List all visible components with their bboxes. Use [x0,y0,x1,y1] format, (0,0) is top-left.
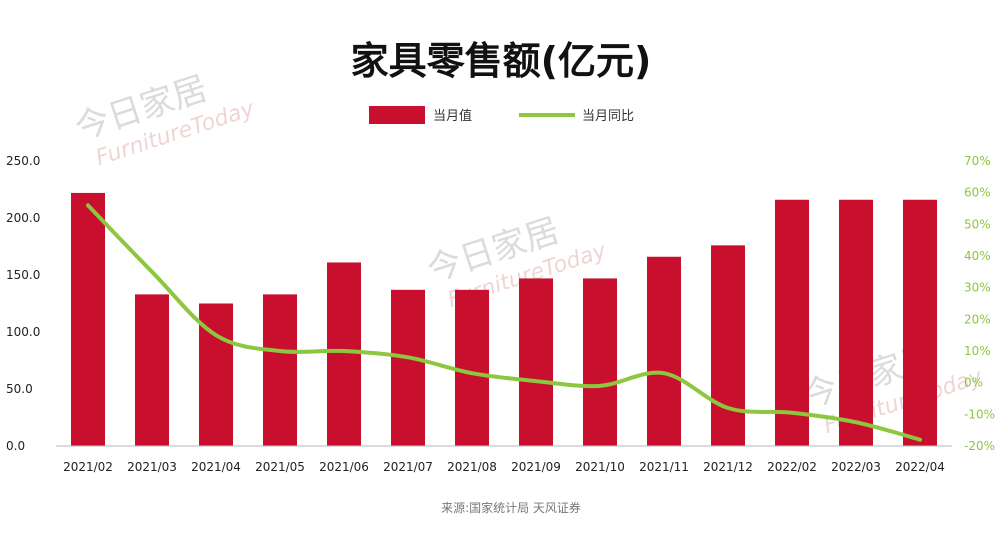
legend-label-bar: 当月值 [433,108,472,124]
y-left-tick-label: 0.0 [6,439,25,453]
y-right-tick-label: 0% [964,376,983,390]
bar [903,200,937,446]
y-right-tick-label: 10% [964,344,991,358]
y-left-tick-label: 100.0 [6,325,40,339]
bar [263,294,297,446]
bar [711,245,745,446]
x-tick-label: 2021/06 [319,460,369,474]
x-tick-label: 2021/04 [191,460,241,474]
y-right-tick-label: 60% [964,186,991,200]
y-right-tick-label: 70% [964,154,991,168]
bar [327,262,361,446]
y-right-tick-label: 40% [964,249,991,263]
x-tick-label: 2021/08 [447,460,497,474]
chart-title: 家具零售额(亿元) [351,39,652,83]
y-left-tick-label: 250.0 [6,154,40,168]
bar [839,200,873,446]
bar [647,257,681,446]
x-axis: 2021/02 2021/03 2021/04 2021/05 2021/06 2021/… [56,446,952,474]
x-tick-label: 2022/04 [895,460,945,474]
y-left-tick-label: 200.0 [6,211,40,225]
y-right-tick-label: -20% [964,439,995,453]
x-tick-label: 2021/09 [511,460,561,474]
bar [455,290,489,446]
x-tick-label: 2021/10 [575,460,625,474]
x-tick-label: 2021/05 [255,460,305,474]
bar [391,290,425,446]
source-note: 来源:国家统计局 天风证券 [441,500,581,515]
y-right-tick-label: 30% [964,281,991,295]
watermark-top-left: 今日家居 FurnitureToday [70,56,258,174]
legend-label-line: 当月同比 [582,109,634,124]
bar [583,278,617,446]
y-right-tick-label: -10% [964,407,995,421]
watermark-bottom-right: 今日家居 FurnitureToday [798,324,986,442]
x-tick-label: 2022/02 [767,460,817,474]
x-tick-label: 2021/07 [383,460,433,474]
x-tick-label: 2022/03 [831,460,881,474]
y-right-tick-label: 20% [964,312,991,326]
legend: 当月值 当月同比 [369,106,634,124]
left-axis: 0.0 50.0 100.0 150.0 200.0 250.0 [6,154,40,453]
bar [135,294,169,446]
x-tick-label: 2021/02 [63,460,113,474]
y-right-tick-label: 50% [964,217,991,231]
legend-swatch-bar [369,106,425,124]
right-axis: -20% -10% 0% 10% 20% 30% 40% 50% 60% 70% [964,154,995,453]
x-tick-label: 2021/03 [127,460,177,474]
bar [775,200,809,446]
x-tick-label: 2021/12 [703,460,753,474]
watermark-center: 今日家居 FurnitureToday [422,198,610,316]
x-tick-label: 2021/11 [639,460,689,474]
bar [71,193,105,446]
bar [519,278,553,446]
y-left-tick-label: 150.0 [6,268,40,282]
y-left-tick-label: 50.0 [6,382,33,396]
